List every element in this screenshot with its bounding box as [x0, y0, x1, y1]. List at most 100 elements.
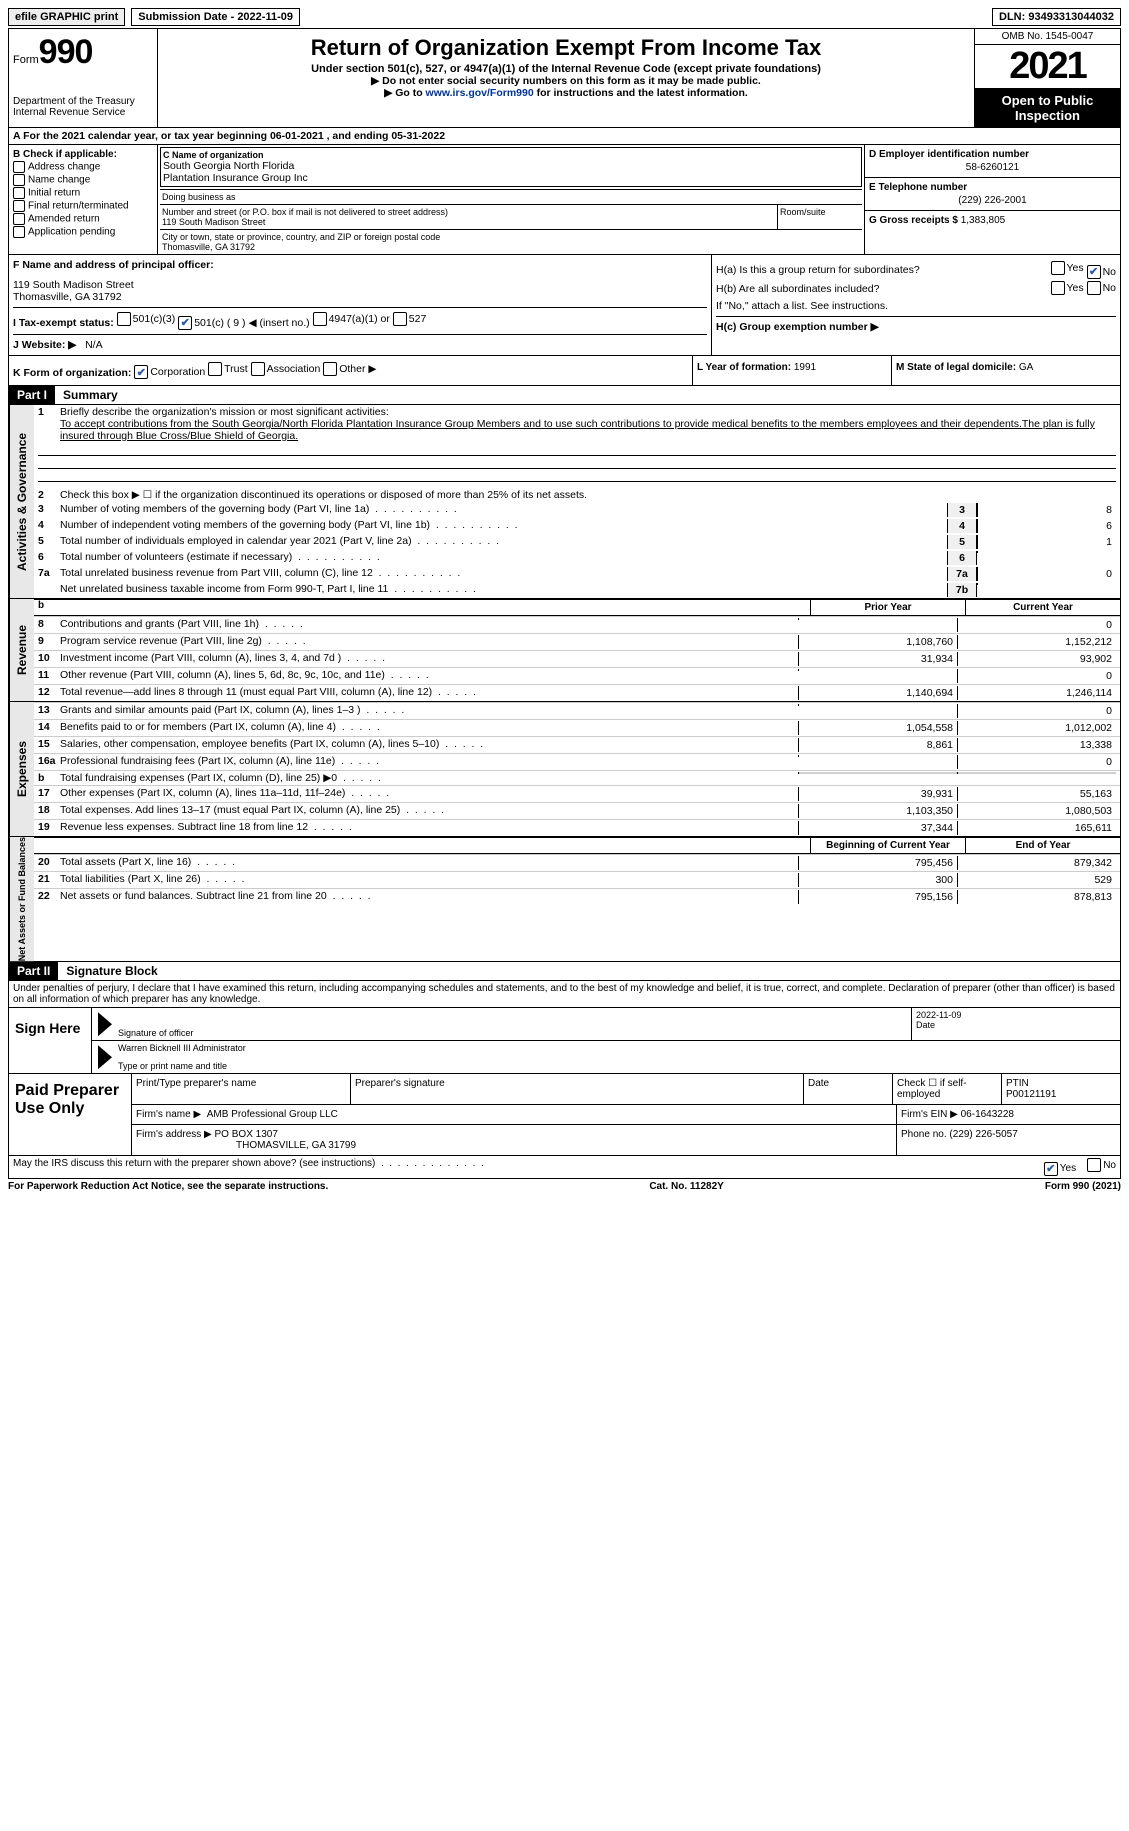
dba-cell: Doing business as — [160, 189, 862, 204]
prep-selfemp[interactable]: Check ☐ if self-employed — [893, 1074, 1002, 1104]
mission-text: To accept contributions from the South G… — [60, 418, 1095, 442]
expenses-section: Expenses 13Grants and similar amounts pa… — [8, 702, 1121, 837]
tax-year: 2021 — [975, 45, 1120, 89]
firm-ein-cell: Firm's EIN ▶ 06-1643228 — [897, 1105, 1120, 1124]
current-year-header: Current Year — [965, 600, 1120, 615]
f-addr2: Thomasville, GA 31792 — [13, 291, 707, 303]
org-name-1: South Georgia North Florida — [163, 160, 859, 172]
hb-no[interactable]: No — [1087, 281, 1116, 295]
cell-m: M State of legal domicile: GA — [892, 356, 1120, 386]
firm-phone-cell: Phone no. (229) 226-5057 — [897, 1125, 1120, 1155]
sig-name-value: Warren Bicknell III Administrator — [118, 1043, 1116, 1061]
efile-print-button[interactable]: efile GRAPHIC print — [8, 8, 125, 26]
tab-revenue: Revenue — [9, 599, 34, 701]
blank-line-1 — [38, 443, 1116, 456]
sig-officer-cell: Signature of officer — [114, 1008, 911, 1040]
topbar: efile GRAPHIC print Submission Date - 20… — [8, 8, 1121, 26]
prep-row-3: Firm's address ▶ PO BOX 1307 THOMASVILLE… — [132, 1125, 1120, 1155]
cb-name-change[interactable]: Name change — [13, 174, 153, 186]
paperwork-left: For Paperwork Reduction Act Notice, see … — [8, 1181, 328, 1192]
tab-expenses: Expenses — [9, 702, 34, 836]
city-label: City or town, state or province, country… — [162, 232, 860, 242]
discuss-yes[interactable]: Yes — [1044, 1162, 1076, 1176]
l-value: 1991 — [794, 362, 816, 373]
dln: DLN: 93493313044032 — [992, 8, 1121, 26]
ha-no[interactable]: No — [1087, 265, 1116, 279]
line-2-text: Check this box ▶ ☐ if the organization d… — [60, 489, 1116, 501]
ha-yes[interactable]: Yes — [1051, 261, 1084, 275]
line-4: 4Number of independent voting members of… — [34, 518, 1120, 534]
cb-501c[interactable]: 501(c) ( 9 ) ◀ (insert no.) — [178, 316, 309, 330]
prep-sig-label: Preparer's signature — [351, 1074, 804, 1104]
sign-here-label: Sign Here — [9, 1008, 92, 1073]
cb-other[interactable]: Other ▶ — [323, 362, 376, 376]
city-cell: City or town, state or province, country… — [160, 229, 862, 254]
submission-date: Submission Date - 2022-11-09 — [131, 8, 300, 26]
sig-name-label: Type or print name and title — [118, 1061, 1116, 1071]
part1-title: Summary — [55, 386, 126, 404]
org-name-cell: C Name of organization South Georgia Nor… — [160, 147, 862, 187]
part1-header: Part I Summary — [8, 386, 1121, 405]
prep-date-label: Date — [804, 1074, 893, 1104]
cb-527[interactable]: 527 — [393, 312, 427, 326]
line-13: 13Grants and similar amounts paid (Part … — [34, 702, 1120, 719]
cb-501c3[interactable]: 501(c)(3) — [117, 312, 176, 326]
cb-amended-return[interactable]: Amended return — [13, 213, 153, 225]
cb-initial-return[interactable]: Initial return — [13, 187, 153, 199]
sig-name-cell: Warren Bicknell III Administrator Type o… — [114, 1041, 1120, 1073]
hc-line: H(c) Group exemption number ▶ — [716, 316, 1116, 333]
cb-4947[interactable]: 4947(a)(1) or — [313, 312, 390, 326]
ein-value: 58-6260121 — [869, 162, 1116, 173]
discuss-no[interactable]: No — [1087, 1158, 1116, 1172]
line-b: bTotal fundraising expenses (Part IX, co… — [34, 770, 1120, 785]
col-c: C Name of organization South Georgia Nor… — [158, 145, 1120, 254]
signature-block: Sign Here Signature of officer 2022-11-0… — [8, 1008, 1121, 1074]
paperwork-notice: For Paperwork Reduction Act Notice, see … — [8, 1179, 1121, 1194]
i-label: I Tax-exempt status: — [13, 317, 114, 329]
col-b-title: B Check if applicable: — [13, 149, 117, 160]
form-number: 990 — [39, 33, 93, 71]
omb-number: OMB No. 1545-0047 — [975, 29, 1120, 45]
cb-final-return[interactable]: Final return/terminated — [13, 200, 153, 212]
bcy-header: Beginning of Current Year — [810, 838, 965, 853]
f-label: F Name and address of principal officer: — [13, 259, 214, 271]
sig-date-label: Date — [916, 1020, 1116, 1030]
form-word: Form — [13, 54, 39, 66]
form-label: Form990 — [13, 33, 153, 72]
line-14: 14Benefits paid to or for members (Part … — [34, 719, 1120, 736]
header-right: OMB No. 1545-0047 2021 Open to Public In… — [974, 29, 1120, 127]
tab-activities-governance: Activities & Governance — [9, 405, 34, 598]
line-12: 12Total revenue—add lines 8 through 11 (… — [34, 684, 1120, 701]
irs-link[interactable]: www.irs.gov/Form990 — [426, 87, 534, 99]
cb-association[interactable]: Association — [251, 362, 321, 376]
m-label: M State of legal domicile: — [896, 362, 1016, 373]
k-label: K Form of organization: — [13, 367, 131, 379]
cell-k: K Form of organization: Corporation Trus… — [9, 356, 693, 386]
phone-label: E Telephone number — [869, 182, 1116, 193]
eoy-header: End of Year — [965, 838, 1120, 853]
name-block: C Name of organization South Georgia Nor… — [158, 145, 865, 254]
cb-trust[interactable]: Trust — [208, 362, 248, 376]
line-18: 18Total expenses. Add lines 13–17 (must … — [34, 802, 1120, 819]
f-addr1: 119 South Madison Street — [13, 279, 707, 291]
org-name-2: Plantation Insurance Group Inc — [163, 172, 859, 184]
city-value: Thomasville, GA 31792 — [162, 242, 860, 252]
addr-row: Number and street (or P.O. box if mail i… — [160, 204, 862, 229]
phone-cell: E Telephone number (229) 226-2001 — [865, 178, 1120, 211]
hb-yes[interactable]: Yes — [1051, 281, 1084, 295]
ha-line: H(a) Is this a group return for subordin… — [716, 261, 1116, 279]
line-7a: 7aTotal unrelated business revenue from … — [34, 566, 1120, 582]
gross-value: 1,383,805 — [961, 215, 1006, 226]
hb-text: H(b) Are all subordinates included? — [716, 283, 879, 295]
line-5: 5Total number of individuals employed in… — [34, 534, 1120, 550]
header-sub2: ▶ Do not enter social security numbers o… — [162, 75, 970, 87]
cb-application-pending[interactable]: Application pending — [13, 226, 153, 238]
cb-corporation[interactable]: Corporation — [134, 365, 205, 379]
penalties-text: Under penalties of perjury, I declare th… — [8, 981, 1121, 1008]
line-16a: 16aProfessional fundraising fees (Part I… — [34, 753, 1120, 770]
col-h: H(a) Is this a group return for subordin… — [712, 255, 1120, 355]
cb-address-change[interactable]: Address change — [13, 161, 153, 173]
sig-row-1: Signature of officer 2022-11-09 Date — [92, 1008, 1120, 1041]
prep-ptin: PTINP00121191 — [1002, 1074, 1120, 1104]
row-a-tax-year: A For the 2021 calendar year, or tax yea… — [8, 128, 1121, 145]
